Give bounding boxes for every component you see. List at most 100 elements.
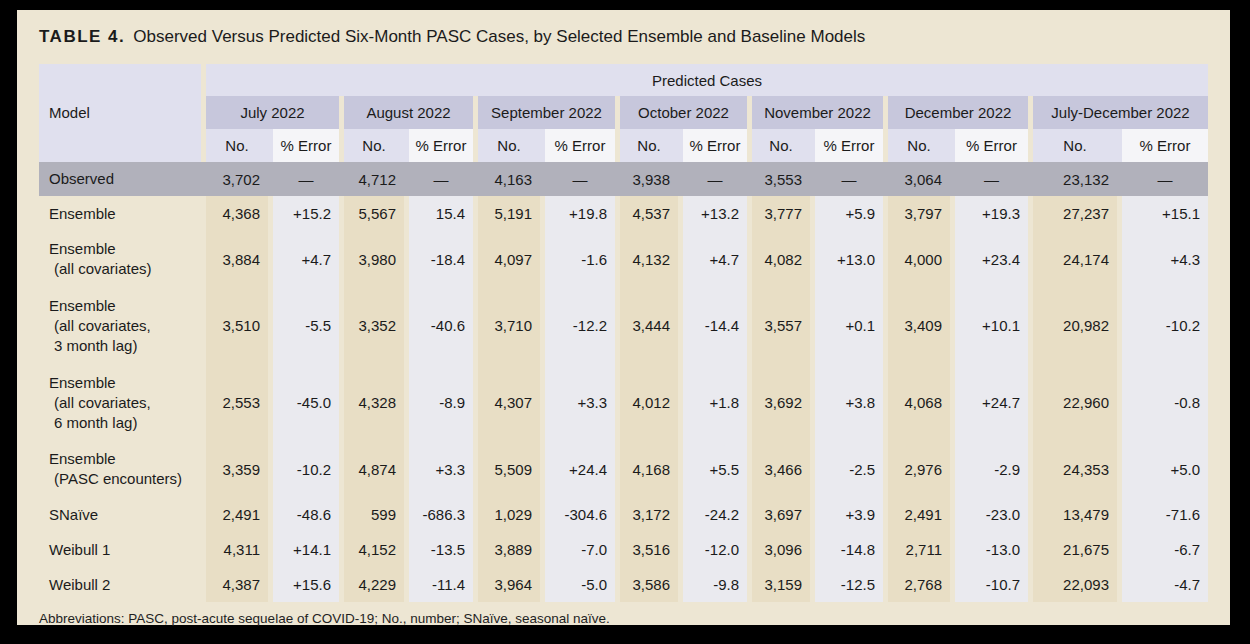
value-cell-no: 599	[344, 497, 404, 532]
subheader-no: No.	[206, 129, 268, 162]
value-cell-no: 4,097	[478, 231, 540, 287]
table-title-label: TABLE 4.	[39, 27, 125, 47]
value-cell-no: 3,697	[752, 497, 810, 532]
subheader-group: No.% Error	[888, 129, 1028, 162]
observed-value-cell: —	[273, 162, 339, 196]
value-cell-no: 4,168	[620, 441, 678, 497]
model-name-line: Ensemble	[49, 204, 116, 224]
observed-value-cell: —	[1122, 162, 1208, 196]
value-cell-no: 4,311	[206, 532, 268, 567]
value-cell-error: -14.4	[683, 287, 747, 364]
value-cell-no: 3,096	[752, 532, 810, 567]
value-cell-no: 3,409	[888, 287, 950, 364]
value-cell-no: 3,964	[478, 567, 540, 602]
observed-value-cell: 3,553	[752, 162, 810, 196]
table-footnote: Abbreviations: PASC, post-acute sequelae…	[39, 602, 1208, 626]
value-cell-error: -13.5	[409, 532, 473, 567]
value-cell-no: 2,768	[888, 567, 950, 602]
subheader-group: No.% Error	[752, 129, 883, 162]
value-cell-no: 4,132	[620, 231, 678, 287]
value-cell-error: -23.0	[955, 497, 1028, 532]
table-row: SNaïve2,491-48.6599-686.31,029-304.63,17…	[39, 497, 1208, 532]
model-name-line: (all covariates,	[49, 393, 151, 413]
observed-value-cell: 3,702	[206, 162, 268, 196]
model-name-line: Weibull 1	[49, 540, 110, 560]
value-cell-error: -4.7	[1122, 567, 1208, 602]
observed-value-cell: —	[545, 162, 615, 196]
month-header: September 2022	[478, 96, 615, 129]
observed-row: Observed3,702—4,712—4,163—3,938—3,553—3,…	[39, 162, 1208, 196]
table-row: Ensemble(all covariates)3,884+4.73,980-1…	[39, 231, 1208, 287]
value-cell-error: -5.0	[545, 567, 615, 602]
value-cell-no: 3,797	[888, 196, 950, 231]
value-cell-no: 3,777	[752, 196, 810, 231]
observed-value-cell: —	[683, 162, 747, 196]
subheader-group: No.% Error	[620, 129, 747, 162]
value-cell-no: 24,174	[1033, 231, 1117, 287]
value-cell-error: -11.4	[409, 567, 473, 602]
model-name-line: 6 month lag)	[49, 413, 137, 433]
value-cell-error: +24.7	[955, 364, 1028, 441]
observed-value-cell: 4,163	[478, 162, 540, 196]
observed-value-cell: 23,132	[1033, 162, 1117, 196]
pasc-cases-table: Predicted CasesModelJuly 2022August 2022…	[39, 64, 1208, 602]
model-name-cell: Weibull 2	[39, 567, 201, 602]
month-header: July 2022	[206, 96, 339, 129]
value-cell-no: 3,710	[478, 287, 540, 364]
value-cell-error: +13.0	[815, 231, 883, 287]
corner-header-cell	[39, 129, 201, 162]
value-cell-error: -8.9	[409, 364, 473, 441]
table-title: TABLE 4. Observed Versus Predicted Six-M…	[39, 10, 1208, 64]
header-row-measures: No.% ErrorNo.% ErrorNo.% ErrorNo.% Error…	[39, 129, 1208, 162]
value-cell-no: 4,368	[206, 196, 268, 231]
value-cell-error: -7.0	[545, 532, 615, 567]
value-cell-no: 22,960	[1033, 364, 1117, 441]
value-cell-error: +3.3	[409, 441, 473, 497]
value-cell-no: 4,152	[344, 532, 404, 567]
value-cell-error: -14.8	[815, 532, 883, 567]
value-cell-no: 2,491	[888, 497, 950, 532]
value-cell-error: -71.6	[1122, 497, 1208, 532]
corner-header-cell	[39, 64, 201, 96]
value-cell-error: +14.1	[273, 532, 339, 567]
model-name-line: (PASC encounters)	[49, 469, 182, 489]
value-cell-error: -686.3	[409, 497, 473, 532]
value-cell-error: +13.2	[683, 196, 747, 231]
value-cell-no: 4,068	[888, 364, 950, 441]
value-cell-error: -12.5	[815, 567, 883, 602]
value-cell-no: 2,491	[206, 497, 268, 532]
value-cell-no: 4,000	[888, 231, 950, 287]
value-cell-no: 3,359	[206, 441, 268, 497]
value-cell-error: 15.4	[409, 196, 473, 231]
value-cell-error: +1.8	[683, 364, 747, 441]
value-cell-no: 3,444	[620, 287, 678, 364]
subheader-error: % Error	[955, 129, 1028, 162]
model-name-line: Ensemble	[49, 296, 116, 316]
value-cell-error: -12.2	[545, 287, 615, 364]
value-cell-error: -40.6	[409, 287, 473, 364]
value-cell-no: 4,082	[752, 231, 810, 287]
observed-value-cell: —	[815, 162, 883, 196]
observed-row-label-text: Observed	[49, 169, 114, 189]
value-cell-error: -10.7	[955, 567, 1028, 602]
subheader-error: % Error	[683, 129, 747, 162]
value-cell-error: +19.3	[955, 196, 1028, 231]
value-cell-error: +23.4	[955, 231, 1028, 287]
value-cell-no: 21,675	[1033, 532, 1117, 567]
subheader-error: % Error	[273, 129, 339, 162]
observed-value-cell: 4,712	[344, 162, 404, 196]
table-row: Ensemble(all covariates,6 month lag)2,55…	[39, 364, 1208, 441]
model-name-cell: Ensemble(all covariates,6 month lag)	[39, 364, 201, 441]
value-cell-error: -6.7	[1122, 532, 1208, 567]
value-cell-error: +3.8	[815, 364, 883, 441]
value-cell-error: +5.0	[1122, 441, 1208, 497]
value-cell-error: -10.2	[273, 441, 339, 497]
value-cell-no: 5,509	[478, 441, 540, 497]
value-cell-no: 4,537	[620, 196, 678, 231]
value-cell-error: -12.0	[683, 532, 747, 567]
value-cell-error: +4.7	[273, 231, 339, 287]
value-cell-error: -48.6	[273, 497, 339, 532]
model-name-cell: SNaïve	[39, 497, 201, 532]
table-row: Weibull 24,387+15.64,229-11.43,964-5.03,…	[39, 567, 1208, 602]
value-cell-no: 3,884	[206, 231, 268, 287]
